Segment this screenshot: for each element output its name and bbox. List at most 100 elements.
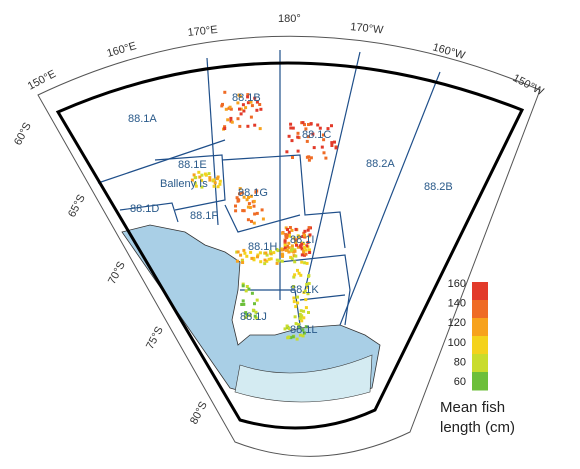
fishing-point — [216, 185, 220, 189]
fishing-point — [216, 175, 220, 179]
fishing-point — [287, 241, 291, 245]
fishing-point — [235, 196, 239, 200]
fishing-point — [242, 195, 246, 199]
fishing-point — [303, 261, 307, 265]
fishing-point — [296, 135, 300, 139]
fishing-point — [208, 178, 212, 182]
fishing-point — [238, 192, 241, 196]
fishing-point — [255, 189, 259, 193]
fishing-point — [244, 106, 248, 110]
fishing-point — [304, 325, 308, 329]
fishing-point — [247, 196, 250, 199]
lat-label-60s: 60°S — [12, 121, 34, 148]
fishing-point — [298, 325, 302, 329]
fishing-point — [255, 108, 259, 112]
lat-label-80s: 80°S — [188, 400, 210, 427]
fishing-point — [294, 238, 298, 242]
fishing-point — [307, 123, 310, 126]
fishing-point — [264, 251, 268, 255]
fishing-point — [239, 107, 243, 111]
fishing-point — [307, 282, 311, 285]
fishing-point — [255, 211, 259, 215]
fishing-point — [305, 282, 309, 286]
lon-label-150e: 150°E — [26, 68, 58, 93]
area-label-88-1b: 88.1B — [232, 92, 261, 104]
fishing-point — [307, 274, 310, 278]
fishing-point — [247, 287, 251, 291]
fishing-point — [258, 251, 262, 255]
fishing-point — [296, 234, 300, 238]
fishing-point — [301, 121, 305, 125]
fishing-point — [306, 228, 310, 232]
fishing-point — [312, 146, 316, 150]
fishing-point — [253, 314, 257, 318]
legend-title-line1: Mean fish — [440, 399, 506, 416]
legend-tick-label: 120 — [448, 317, 466, 329]
fishing-point — [294, 227, 298, 231]
fishing-point — [330, 141, 334, 145]
fishing-point — [322, 138, 326, 142]
fishing-point — [306, 285, 310, 289]
fishing-point — [280, 252, 284, 256]
fishing-point — [281, 254, 284, 258]
fishing-point — [292, 236, 296, 240]
legend-tick-label: 100 — [448, 337, 466, 349]
fishing-point — [283, 239, 287, 243]
fishing-point — [287, 335, 291, 339]
fishing-point — [228, 105, 232, 109]
fishing-point — [207, 172, 211, 176]
legend-tick-label: 160 — [448, 278, 466, 290]
lat-label-75s: 75°S — [144, 325, 166, 352]
fishing-point — [289, 122, 293, 126]
map-sector — [121, 224, 381, 403]
fishing-point — [299, 273, 303, 277]
fishing-point — [240, 303, 244, 306]
fishing-point — [318, 126, 322, 130]
fishing-point — [287, 232, 291, 236]
fishing-point — [224, 107, 228, 111]
fishing-point — [236, 117, 240, 121]
fishing-point — [284, 248, 288, 252]
fishing-point — [294, 305, 298, 309]
fishing-point — [285, 150, 289, 154]
fishing-point — [241, 103, 245, 107]
fishing-point — [300, 319, 304, 323]
fishing-point — [269, 257, 273, 261]
fishing-point — [305, 139, 309, 143]
fishing-point — [288, 226, 292, 229]
fishing-point — [290, 228, 294, 232]
fishing-point — [307, 158, 311, 162]
fishing-point — [254, 310, 258, 314]
fishing-point — [322, 151, 326, 155]
area-label-88-1j: 88.1J — [240, 311, 267, 323]
fishing-point — [238, 107, 241, 111]
fishing-point — [251, 308, 255, 312]
legend-tick-label: 80 — [454, 356, 466, 368]
fishing-point — [236, 101, 240, 105]
fishing-point — [242, 302, 246, 306]
fishing-point — [306, 292, 310, 296]
fishing-point — [296, 245, 300, 249]
fishing-point — [194, 176, 198, 179]
fishing-point — [238, 124, 242, 128]
fishing-point — [239, 112, 243, 116]
legend-title-line2: length (cm) — [440, 419, 516, 436]
fishing-point — [198, 175, 202, 179]
fishing-point — [275, 248, 279, 251]
fishing-point — [302, 331, 306, 335]
fishing-point — [249, 194, 253, 198]
area-label-88-2a: 88.2A — [366, 158, 395, 170]
fishing-point — [203, 172, 207, 176]
fishing-point — [230, 120, 234, 124]
fishing-point — [252, 204, 256, 208]
fishing-point — [280, 259, 284, 263]
fishing-point — [252, 221, 256, 225]
fishing-point — [234, 204, 237, 208]
fishing-point — [293, 260, 297, 264]
fishing-point — [303, 233, 306, 237]
fishing-point — [275, 258, 279, 262]
fishing-point — [287, 250, 291, 254]
fishing-point — [269, 249, 272, 253]
fishing-point — [283, 246, 287, 250]
place-label-balleny: Balleny Is — [160, 178, 208, 190]
